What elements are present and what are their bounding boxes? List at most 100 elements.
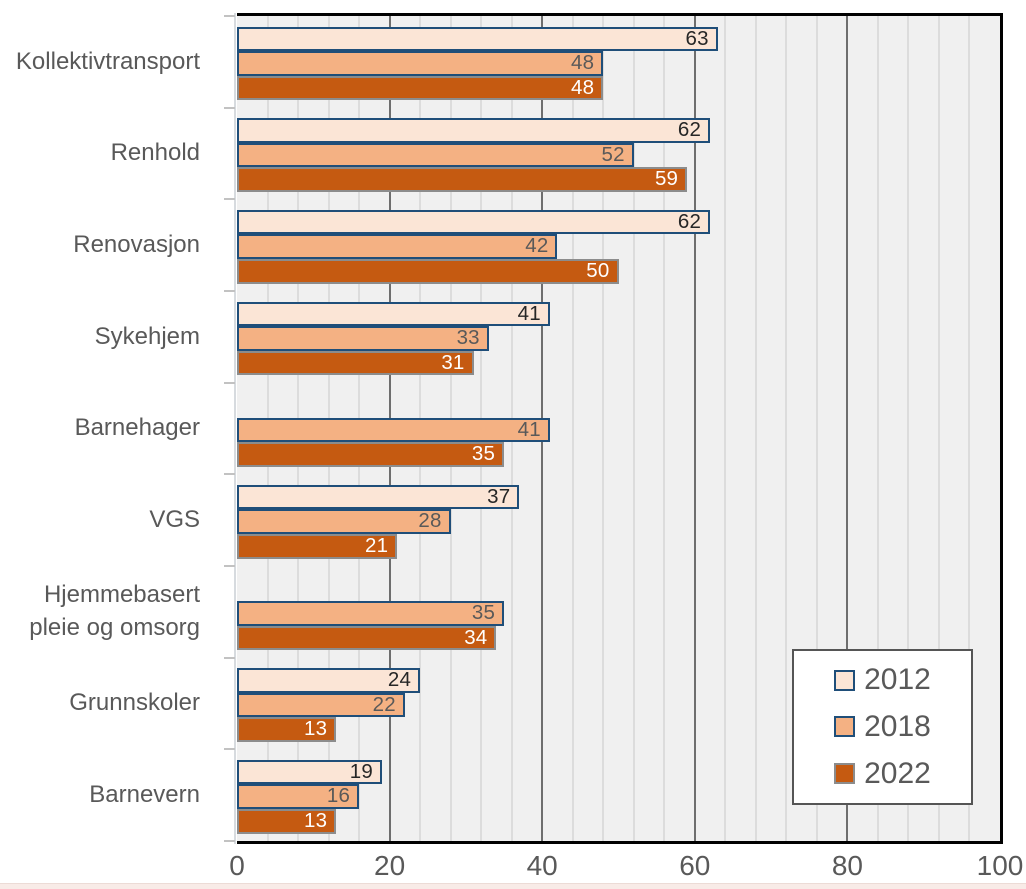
bar: 37	[237, 484, 520, 510]
bar: 13	[237, 809, 337, 834]
x-axis-tick-label: 100	[976, 850, 1024, 881]
bar-group: 37 28 21	[237, 474, 1000, 566]
bar: 62	[237, 209, 711, 235]
category-tick	[224, 473, 235, 476]
gridline-major	[693, 16, 696, 841]
bar-slot: 13	[237, 809, 1000, 834]
bar: 21	[237, 534, 398, 559]
legend-entry-label: 2022	[864, 756, 931, 790]
bar: 13	[237, 717, 337, 742]
bar-value-label: 52	[601, 142, 625, 166]
bar: 41	[237, 417, 550, 443]
x-axis-tick-label: 20	[374, 850, 406, 881]
bar-group: 41 33 31	[237, 291, 1000, 383]
category-label: Hjemmebasert pleie og omsorg	[29, 581, 200, 641]
bar-slot: 35	[237, 442, 1000, 467]
bar-slot: 41	[237, 301, 1000, 327]
bar: 16	[237, 784, 360, 810]
bar-group: 24 22 13	[237, 658, 1000, 750]
bar-slot: 21	[237, 534, 1000, 559]
legend-item: 2022	[834, 756, 931, 790]
bar-slot: 28	[237, 509, 1000, 535]
bar-group: 19 16 13	[237, 749, 1000, 841]
bar-slot: 59	[237, 167, 1000, 192]
bar-slot: 24	[237, 668, 1000, 693]
bar-value-label: 63	[685, 26, 709, 50]
bar-slot: 63	[237, 26, 1000, 52]
category-label: VGS	[149, 505, 200, 533]
category-tick	[224, 656, 235, 659]
bar: 28	[237, 509, 451, 535]
legend-item: 2012	[834, 665, 931, 695]
gridline-minor	[937, 16, 940, 841]
bar-slot: 16	[237, 784, 1000, 810]
bar-slot: 19	[237, 759, 1000, 785]
bar: 35	[237, 442, 505, 467]
bar: 41	[237, 301, 550, 327]
category-label: Barnehager	[74, 414, 200, 442]
legend-swatch	[834, 716, 856, 738]
bar-slot: 34	[237, 625, 1000, 651]
bar-group: 62 42 50	[237, 199, 1000, 291]
gridline-minor	[907, 16, 910, 841]
bar-slot	[237, 393, 1000, 418]
gridline-minor	[663, 16, 666, 841]
category-label: Grunnskoler	[69, 689, 200, 717]
category-label: Kollektivtransport	[15, 47, 200, 75]
bar-value-label: 42	[525, 234, 549, 258]
bar: 63	[237, 26, 718, 52]
bar-value-label: 28	[418, 509, 442, 533]
gridline-major	[846, 16, 849, 841]
bar-slot: 62	[237, 118, 1000, 143]
category-tick	[224, 290, 235, 292]
bar-slot: 35	[237, 601, 1000, 626]
gridline-minor	[754, 16, 757, 841]
bar: 62	[237, 118, 711, 143]
bar-slot: 62	[237, 209, 1000, 235]
bar-value-label: 41	[517, 417, 541, 441]
bar-value-label: 37	[487, 484, 511, 508]
category-label: Renhold	[110, 139, 200, 167]
bar-value-label: 41	[517, 301, 541, 325]
gridline-minor	[602, 16, 605, 841]
bar-group: 63 48 48	[237, 16, 1000, 108]
legend-swatch	[834, 669, 856, 691]
gridline-minor	[968, 16, 971, 841]
bar-slot: 13	[237, 717, 1000, 742]
bar-value-label: 21	[365, 534, 389, 558]
bar: 59	[237, 167, 688, 192]
bar: 24	[237, 668, 421, 693]
category-label: Renovasjon	[73, 230, 200, 258]
category-axis-line	[234, 13, 236, 844]
bar-slot: 33	[237, 326, 1000, 351]
bar-value-label: 13	[303, 809, 328, 833]
bar: 50	[237, 259, 619, 284]
bar-slot: 50	[237, 259, 1000, 284]
bar: 35	[237, 601, 505, 626]
bar-value-label: 59	[654, 167, 679, 191]
bar-group: 35 34	[237, 566, 1000, 658]
bar-value-label: 62	[677, 209, 702, 233]
legend-entry-label: 2018	[864, 709, 931, 743]
bar: 34	[237, 625, 497, 651]
bar-value-label: 31	[441, 350, 465, 374]
bar-value-label: 33	[456, 326, 480, 350]
category-tick	[224, 381, 235, 384]
category-tick	[224, 840, 235, 842]
gridline-minor	[724, 16, 727, 841]
bar: 48	[237, 75, 604, 101]
x-axis-tick-label: 40	[526, 850, 558, 881]
bar-slot: 31	[237, 350, 1000, 376]
x-axis-tick-label: 80	[831, 850, 863, 881]
bar-value-label: 48	[571, 51, 595, 75]
bar: 22	[237, 692, 405, 718]
plot-area: 63 48 48 62 52 59 62 42 50 41 33 31 41 35 37 28 21 35 34 24…	[237, 13, 1003, 844]
category-tick	[224, 748, 235, 751]
bar-value-label: 19	[349, 759, 373, 783]
bar-value-label: 35	[471, 442, 496, 466]
bar-group: 41 35	[237, 383, 1000, 475]
category-tick	[224, 565, 235, 567]
category-label: Barnevern	[89, 780, 200, 808]
category-label: Sykehjem	[94, 322, 200, 350]
